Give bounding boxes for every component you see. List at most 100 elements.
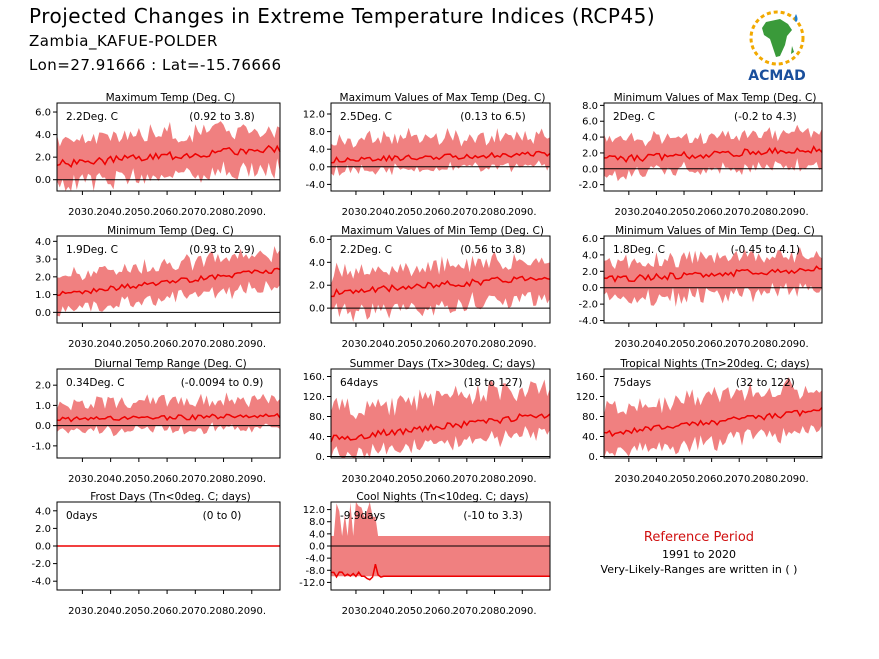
x-tick-label: 2060. — [697, 207, 726, 218]
plot-frame — [603, 368, 823, 459]
likely-range-label: (0.92 to 3.8) — [189, 111, 255, 123]
x-tick-label: 2080. — [480, 207, 509, 218]
ensemble-mean-line — [603, 145, 823, 164]
y-tick-label: 80. — [309, 412, 325, 423]
chart-panel: -12.0-8.0-4.00.0 4.08.012.0 2030. 2040. 2050… — [299, 491, 551, 617]
x-tick-label: 2080. — [752, 339, 781, 350]
x-tick-label: 2090. — [237, 474, 266, 485]
ensemble-mean-line — [331, 275, 551, 298]
mean-change-label: 0.34Deg. C — [66, 377, 125, 389]
x-tick-label: 2090. — [508, 207, 537, 218]
x-tick-label: 2090. — [237, 339, 266, 350]
y-tick-label: 6.0 — [582, 234, 598, 245]
y-tick-label: 12.0 — [303, 505, 325, 516]
reference-period-note: Very-Likely-Ranges are written in ( ) — [600, 563, 798, 576]
ensemble-mean-line — [56, 412, 281, 423]
mean-change-label: 2.5Deg. C — [340, 111, 392, 123]
x-tick-label: 2060. — [425, 207, 454, 218]
x-tick-label: 2040. — [96, 474, 125, 485]
chart-panel: 0.0 1.0 2.0 3.0 4.0 2030. 2040. 2050. 2060. 2070.… — [35, 225, 281, 350]
y-tick-label: 0.0 — [309, 304, 325, 315]
x-tick-label: 2080. — [209, 339, 238, 350]
ensemble-mean-line — [56, 267, 281, 297]
y-tick-label: 8.0 — [309, 517, 325, 528]
x-tick-label: 2060. — [697, 474, 726, 485]
x-tick-label: 2070. — [181, 207, 210, 218]
chart-panel: -4.0 -2.0 0.0 2.0 4.0 6.0 2030.2040.2050.2060.… — [578, 225, 823, 350]
y-tick-label: -8.0 — [305, 566, 325, 577]
x-tick-label: 2060. — [153, 474, 182, 485]
x-tick-label: 2050. — [397, 474, 426, 485]
y-tick-label: -2.0 — [578, 300, 598, 311]
y-tick-label: 8.0 — [582, 101, 598, 112]
y-tick-label: 4.0 — [309, 529, 325, 540]
x-tick-label: 2040. — [369, 474, 398, 485]
x-tick-label: 2050. — [397, 339, 426, 350]
x-tick-label: 2090. — [508, 474, 537, 485]
chart-panel: 0.0 2.0 4.0 6.0 2030. 2040. 2050. 2060. 2070. 208… — [35, 92, 281, 218]
y-tick-label: 0. — [315, 452, 325, 463]
y-tick-label: 2.0 — [35, 524, 51, 535]
y-tick-label: 80. — [582, 412, 598, 423]
plot-frame — [330, 235, 551, 324]
likely-range-label: (18 to 127) — [464, 377, 523, 389]
x-tick-label: 2030. — [68, 339, 97, 350]
plot-frame — [56, 235, 281, 324]
ensemble-mean-line — [56, 144, 281, 168]
y-tick-label: 0.0 — [35, 421, 51, 432]
y-tick-label: -2.0 — [31, 559, 51, 570]
plot-frame — [56, 102, 281, 192]
x-tick-label: 2070. — [453, 606, 482, 617]
y-tick-label: 6.0 — [582, 117, 598, 128]
chart-title: Maximum Values of Max Temp (Deg. C) — [340, 92, 546, 104]
chart-panel: 0. 40. 80. 120. 160. 2030.2040.2050.2060.2070… — [576, 358, 823, 485]
x-tick-label: 2040. — [642, 207, 671, 218]
y-tick-label: 4.0 — [309, 145, 325, 156]
chart-panel: 0.0 2.0 4.0 6.0 2030. 2040. 2050. 2060. 2070. 208… — [309, 225, 551, 350]
chart-title: Minimum Values of Min Temp (Deg. C) — [615, 225, 815, 237]
range-band — [604, 247, 822, 307]
y-tick-label: 2.0 — [582, 148, 598, 159]
chart-title: Maximum Temp (Deg. C) — [106, 92, 236, 104]
x-tick-label: 2070. — [453, 207, 482, 218]
y-tick-label: 4.0 — [35, 130, 51, 141]
y-tick-label: -1.0 — [31, 441, 51, 452]
x-tick-label: 2030. — [68, 606, 97, 617]
mean-change-label: 0days — [66, 510, 97, 522]
mean-change-label: 64days — [340, 377, 378, 389]
x-tick-label: 2060. — [697, 339, 726, 350]
y-tick-label: 0.0 — [35, 542, 51, 553]
ensemble-mean-line — [603, 265, 823, 283]
x-tick-label: 2050. — [670, 474, 699, 485]
x-tick-label: 2070. — [181, 339, 210, 350]
chart-panel: 0. 40. 80. 120. 160. 2030.2040.2050.2060.2070… — [303, 358, 551, 485]
x-tick-label: 2070. — [181, 474, 210, 485]
y-tick-label: -4.0 — [578, 316, 598, 327]
x-tick-label: 2090. — [780, 339, 809, 350]
africa-map-icon — [749, 10, 805, 66]
y-tick-label: 4.0 — [309, 258, 325, 269]
x-tick-label: 2040. — [369, 207, 398, 218]
x-tick-label: 2060. — [153, 339, 182, 350]
reference-period-years: 1991 to 2020 — [661, 548, 737, 561]
x-tick-label: 2060. — [153, 207, 182, 218]
y-tick-label: 0.0 — [309, 162, 325, 173]
x-tick-label: 2040. — [96, 207, 125, 218]
x-tick-label: 2040. — [369, 606, 398, 617]
y-tick-label: 40. — [309, 432, 325, 443]
x-tick-label: 2030. — [342, 339, 371, 350]
y-tick-label: 2.0 — [35, 153, 51, 164]
x-tick-label: 2030. — [615, 474, 644, 485]
x-tick-label: 2040. — [96, 339, 125, 350]
likely-range-label: (32 to 122) — [736, 377, 795, 389]
chart-title: Cool Nights (Tn<10deg. C; days) — [356, 491, 528, 503]
x-tick-label: 2090. — [780, 207, 809, 218]
plot-frame — [603, 102, 823, 192]
x-tick-label: 2050. — [125, 339, 154, 350]
likely-range-label: (0.93 to 2.9) — [189, 244, 255, 256]
y-tick-label: 2.0 — [582, 267, 598, 278]
x-tick-label: 2050. — [670, 339, 699, 350]
y-tick-label: 6.0 — [35, 108, 51, 119]
x-tick-label: 2060. — [153, 606, 182, 617]
